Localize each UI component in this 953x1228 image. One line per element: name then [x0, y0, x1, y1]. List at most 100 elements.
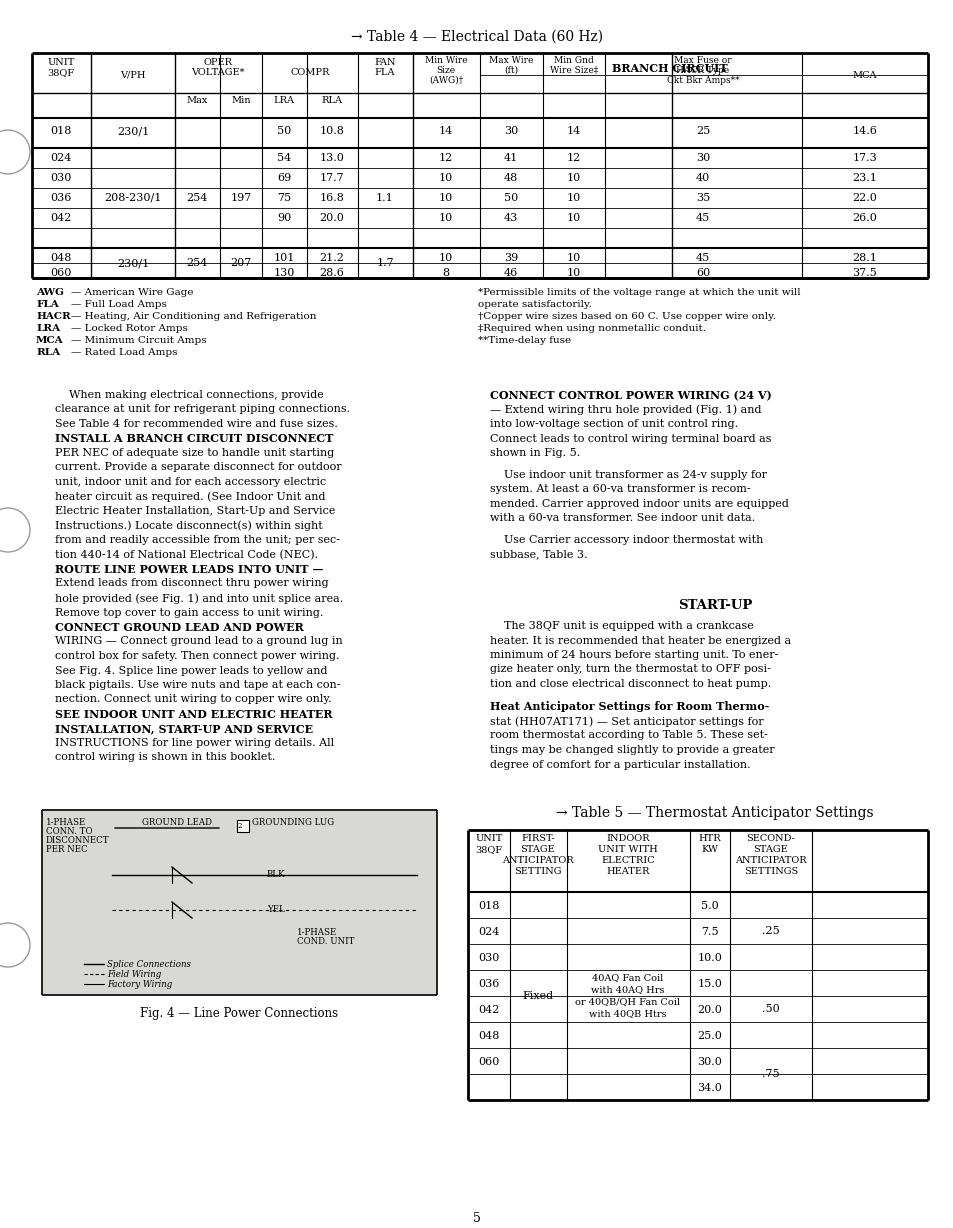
Text: 23.1: 23.1: [852, 173, 877, 183]
Text: 10: 10: [566, 253, 580, 263]
Text: subbase, Table 3.: subbase, Table 3.: [490, 549, 587, 560]
Text: Splice Connections: Splice Connections: [107, 960, 191, 969]
Text: stat (HH07AT171) — Set anticipator settings for: stat (HH07AT171) — Set anticipator setti…: [490, 716, 762, 727]
Text: *Permissible limits of the voltage range at which the unit will: *Permissible limits of the voltage range…: [477, 289, 800, 297]
Text: 254: 254: [186, 193, 208, 203]
Text: 35: 35: [695, 193, 709, 203]
Text: LRA: LRA: [36, 324, 60, 333]
Text: 43: 43: [503, 212, 517, 223]
Circle shape: [0, 130, 30, 174]
Text: **Time-delay fuse: **Time-delay fuse: [477, 336, 571, 345]
Text: STAGE: STAGE: [753, 845, 787, 853]
Text: Min: Min: [231, 96, 251, 106]
Text: gize heater only, turn the thermostat to OFF posi-: gize heater only, turn the thermostat to…: [490, 664, 770, 674]
Text: — American Wire Gage: — American Wire Gage: [71, 289, 193, 297]
Text: Max Fuse or: Max Fuse or: [674, 56, 731, 65]
Text: When making electrical connections, provide: When making electrical connections, prov…: [55, 391, 323, 400]
Text: 10: 10: [566, 268, 580, 278]
Text: 10: 10: [438, 253, 453, 263]
Text: 018: 018: [477, 901, 499, 911]
Text: CONNECT CONTROL POWER WIRING (24 V): CONNECT CONTROL POWER WIRING (24 V): [490, 391, 771, 402]
Text: 75: 75: [276, 193, 291, 203]
Text: UNIT WITH: UNIT WITH: [598, 845, 658, 853]
Text: 10: 10: [438, 173, 453, 183]
Text: Max: Max: [186, 96, 208, 106]
Text: 207: 207: [230, 258, 252, 268]
Text: INSTRUCTIONS for line power wiring details. All: INSTRUCTIONS for line power wiring detai…: [55, 738, 334, 748]
Text: COND. UNIT: COND. UNIT: [296, 937, 354, 946]
Text: DISCONNECT: DISCONNECT: [46, 836, 110, 845]
Text: 46: 46: [503, 268, 517, 278]
Text: 14: 14: [438, 126, 453, 136]
Text: V/PH: V/PH: [120, 71, 146, 80]
Text: 38QF: 38QF: [48, 68, 74, 77]
Text: Ckt Bkr Amps**: Ckt Bkr Amps**: [666, 76, 739, 85]
Text: 048: 048: [477, 1032, 499, 1041]
Text: The 38QF unit is equipped with a crankcase: The 38QF unit is equipped with a crankca…: [490, 621, 753, 631]
Text: with 40QB Htrs: with 40QB Htrs: [589, 1009, 666, 1018]
Text: HACR: HACR: [36, 312, 71, 321]
Text: 12: 12: [438, 154, 453, 163]
Text: current. Provide a separate disconnect for outdoor: current. Provide a separate disconnect f…: [55, 463, 341, 473]
Text: SECOND-: SECOND-: [746, 834, 795, 842]
Text: from and readily accessible from the unit; per sec-: from and readily accessible from the uni…: [55, 535, 339, 545]
Text: control box for safety. Then connect power wiring.: control box for safety. Then connect pow…: [55, 651, 339, 661]
Text: Instructions.) Locate disconnect(s) within sight: Instructions.) Locate disconnect(s) with…: [55, 521, 322, 530]
Text: with 40AQ Hrs: with 40AQ Hrs: [591, 986, 664, 995]
Text: 28.1: 28.1: [852, 253, 877, 263]
Text: 5.0: 5.0: [700, 901, 719, 911]
Text: 34.0: 34.0: [697, 1083, 721, 1093]
Text: FLA: FLA: [375, 68, 395, 77]
Text: 10.8: 10.8: [319, 126, 344, 136]
Text: Wire Size‡: Wire Size‡: [549, 66, 598, 75]
Text: INSTALL A BRANCH CIRCUIT DISCONNECT: INSTALL A BRANCH CIRCUIT DISCONNECT: [55, 433, 333, 445]
Text: WIRING — Connect ground lead to a ground lug in: WIRING — Connect ground lead to a ground…: [55, 636, 342, 646]
Text: 54: 54: [276, 154, 291, 163]
Text: Factory Wiring: Factory Wiring: [107, 980, 172, 989]
Text: 20.0: 20.0: [697, 1005, 721, 1016]
Text: 042: 042: [477, 1005, 499, 1016]
Text: 26.0: 26.0: [852, 212, 877, 223]
Text: operate satisfactorily.: operate satisfactorily.: [477, 300, 591, 309]
Text: heater. It is recommended that heater be energized a: heater. It is recommended that heater be…: [490, 636, 790, 646]
Text: 1.7: 1.7: [375, 258, 394, 268]
Text: 197: 197: [230, 193, 252, 203]
Text: INSTALLATION, START-UP AND SERVICE: INSTALLATION, START-UP AND SERVICE: [55, 723, 313, 734]
Text: 69: 69: [276, 173, 291, 183]
Circle shape: [0, 923, 30, 966]
Text: 024: 024: [477, 927, 499, 937]
Text: SEE INDOOR UNIT AND ELECTRIC HEATER: SEE INDOOR UNIT AND ELECTRIC HEATER: [55, 709, 333, 720]
Text: 1-PHASE: 1-PHASE: [296, 928, 337, 937]
Text: 12: 12: [566, 154, 580, 163]
Text: AWG: AWG: [36, 289, 64, 297]
Text: 048: 048: [51, 253, 71, 263]
Text: 10: 10: [566, 173, 580, 183]
Text: 14: 14: [566, 126, 580, 136]
Text: 17.3: 17.3: [852, 154, 877, 163]
Text: 5: 5: [473, 1212, 480, 1226]
Text: mended. Carrier approved indoor units are equipped: mended. Carrier approved indoor units ar…: [490, 499, 788, 508]
Text: 45: 45: [695, 253, 709, 263]
Text: 90: 90: [276, 212, 291, 223]
Text: COMPR: COMPR: [290, 68, 330, 77]
Text: STAGE: STAGE: [520, 845, 555, 853]
Text: LRA: LRA: [274, 96, 294, 106]
Text: HTR: HTR: [698, 834, 720, 842]
Text: MCA: MCA: [852, 71, 877, 80]
Text: — Heating, Air Conditioning and Refrigeration: — Heating, Air Conditioning and Refriger…: [71, 312, 316, 321]
Text: 15.0: 15.0: [697, 979, 721, 989]
Text: 254: 254: [186, 258, 208, 268]
Text: tings may be changed slightly to provide a greater: tings may be changed slightly to provide…: [490, 745, 774, 755]
Text: SETTINGS: SETTINGS: [743, 867, 798, 876]
Text: degree of comfort for a particular installation.: degree of comfort for a particular insta…: [490, 759, 750, 770]
Text: heater circuit as required. (See Indoor Unit and: heater circuit as required. (See Indoor …: [55, 491, 325, 502]
Text: 1-PHASE: 1-PHASE: [46, 818, 86, 826]
Text: GROUND LEAD: GROUND LEAD: [142, 818, 212, 826]
Text: HEATER: HEATER: [606, 867, 649, 876]
Text: 130: 130: [273, 268, 294, 278]
Text: ANTICIPATOR: ANTICIPATOR: [501, 856, 573, 865]
Bar: [236, 820, 249, 833]
Text: 10: 10: [566, 193, 580, 203]
Text: Size: Size: [436, 66, 456, 75]
Text: 13.0: 13.0: [319, 154, 344, 163]
